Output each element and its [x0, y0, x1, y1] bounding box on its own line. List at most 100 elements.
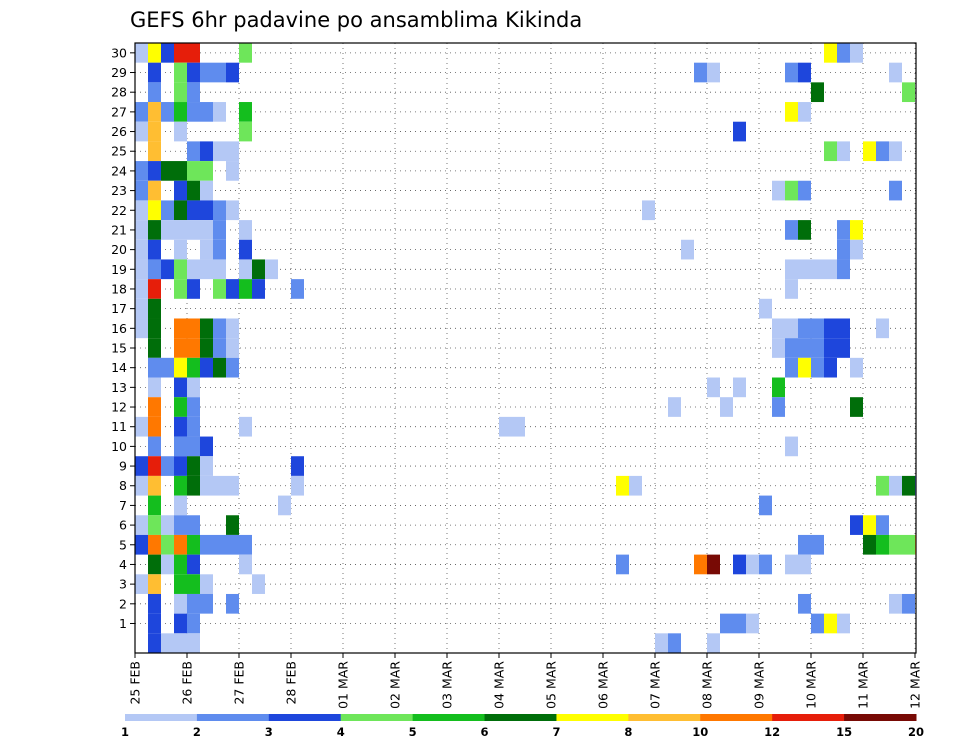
heatmap-cell — [174, 180, 187, 201]
heatmap-cell — [174, 416, 187, 437]
heatmap-cell — [148, 456, 161, 476]
heatmap-cell — [837, 141, 850, 162]
heatmap-cell — [772, 318, 785, 339]
chart-title: GEFS 6hr padavine po ansamblima Kikinda — [130, 8, 582, 32]
heatmap-cell — [252, 279, 265, 299]
colorbar-swatch — [628, 714, 701, 721]
heatmap-cell — [824, 141, 837, 162]
heatmap-cell — [811, 357, 824, 378]
heatmap-cell — [824, 338, 837, 358]
heatmap-cell — [187, 141, 200, 162]
heatmap-cell — [200, 239, 213, 260]
heatmap-cell — [148, 180, 161, 201]
heatmap-cell — [200, 220, 213, 240]
heatmap-cell — [148, 220, 161, 240]
colorbar-swatch — [196, 714, 270, 721]
heatmap-cell — [187, 574, 200, 594]
heatmap-cell — [876, 141, 889, 162]
heatmap-cell — [707, 62, 720, 83]
heatmap-cell — [278, 495, 291, 516]
heatmap-cell — [213, 475, 226, 496]
heatmap-cell — [174, 338, 187, 358]
heatmap-cell — [200, 180, 213, 201]
heatmap-cell — [135, 102, 148, 122]
heatmap-cell — [174, 515, 187, 535]
heatmap-cell — [889, 475, 902, 496]
heatmap-cell — [187, 515, 200, 535]
heatmap-cell — [187, 554, 200, 575]
heatmap-cell — [148, 633, 161, 653]
heatmap-cell — [239, 102, 252, 122]
heatmap-cell — [837, 613, 850, 634]
heatmap-cell — [174, 574, 187, 594]
heatmap-cell — [785, 180, 798, 201]
heatmap-cell — [239, 43, 252, 63]
heatmap-cell — [135, 475, 148, 496]
heatmap-cell — [798, 338, 811, 358]
x-tick-label: 08 MAR — [700, 661, 715, 709]
heatmap-cell — [213, 259, 226, 280]
heatmap-cell — [213, 318, 226, 339]
heatmap-cell — [200, 534, 213, 555]
colorbar-label: 12 — [764, 725, 780, 739]
heatmap-cell — [187, 456, 200, 476]
heatmap-cell — [174, 613, 187, 634]
heatmap-cell — [200, 102, 213, 122]
x-axis: 25 FEB 26 FEB 27 FEB 28 FEB 01 MAR 02 MAR 03 M… — [128, 653, 923, 709]
heatmap-cell — [681, 239, 694, 260]
heatmap-cell — [174, 82, 187, 103]
heatmap-cell — [239, 239, 252, 260]
heatmap-cell — [174, 397, 187, 417]
y-tick-label: 8 — [119, 478, 127, 493]
heatmap-cell — [161, 534, 174, 555]
heatmap-cell — [174, 456, 187, 476]
heatmap-cell — [174, 62, 187, 83]
heatmap-cell — [187, 593, 200, 614]
colorbar-swatch — [125, 714, 198, 721]
x-tick-label: 11 MAR — [856, 661, 871, 709]
heatmap-cell — [148, 534, 161, 555]
heatmap-cell — [135, 161, 148, 181]
heatmap-cell — [148, 574, 161, 594]
heatmap-cell — [148, 200, 161, 221]
heatmap-cell — [148, 161, 161, 181]
heatmap-cell — [174, 102, 187, 122]
heatmap-cell — [512, 416, 525, 437]
heatmap-cell — [733, 377, 746, 398]
heatmap-cell — [200, 436, 213, 457]
heatmap-cell — [174, 259, 187, 280]
heatmap-cell — [499, 416, 512, 437]
x-tick-label: 03 MAR — [440, 661, 455, 709]
colorbar-swatch — [772, 714, 845, 721]
heatmap-cell — [239, 416, 252, 437]
heatmap-cell — [148, 554, 161, 575]
heatmap-cell — [148, 377, 161, 398]
heatmap-cell — [161, 102, 174, 122]
heatmap-cell — [135, 259, 148, 280]
colorbar-label: 1 — [121, 725, 129, 739]
heatmap-cell — [213, 534, 226, 555]
heatmap-cell — [759, 298, 772, 319]
heatmap-cell — [785, 220, 798, 240]
heatmap-cell — [824, 357, 837, 378]
heatmap-cell — [889, 593, 902, 614]
heatmap-cell — [174, 377, 187, 398]
y-tick-label: 29 — [111, 65, 127, 80]
heatmap-cell — [174, 475, 187, 496]
heatmap-cell — [148, 357, 161, 378]
heatmap-cell — [187, 220, 200, 240]
heatmap-cell — [135, 318, 148, 339]
heatmap-cell — [200, 456, 213, 476]
heatmap-cell — [200, 259, 213, 280]
heatmap-cell — [135, 534, 148, 555]
heatmap-cell — [291, 475, 304, 496]
y-tick-label: 15 — [111, 341, 127, 356]
colorbar-swatch — [556, 714, 629, 721]
heatmap-cell — [187, 318, 200, 339]
heatmap-cell — [707, 633, 720, 653]
heatmap-cell — [811, 613, 824, 634]
heatmap-cell — [239, 259, 252, 280]
heatmap-cell — [187, 180, 200, 201]
heatmap-cell — [135, 515, 148, 535]
colorbar-label: 4 — [337, 725, 345, 739]
